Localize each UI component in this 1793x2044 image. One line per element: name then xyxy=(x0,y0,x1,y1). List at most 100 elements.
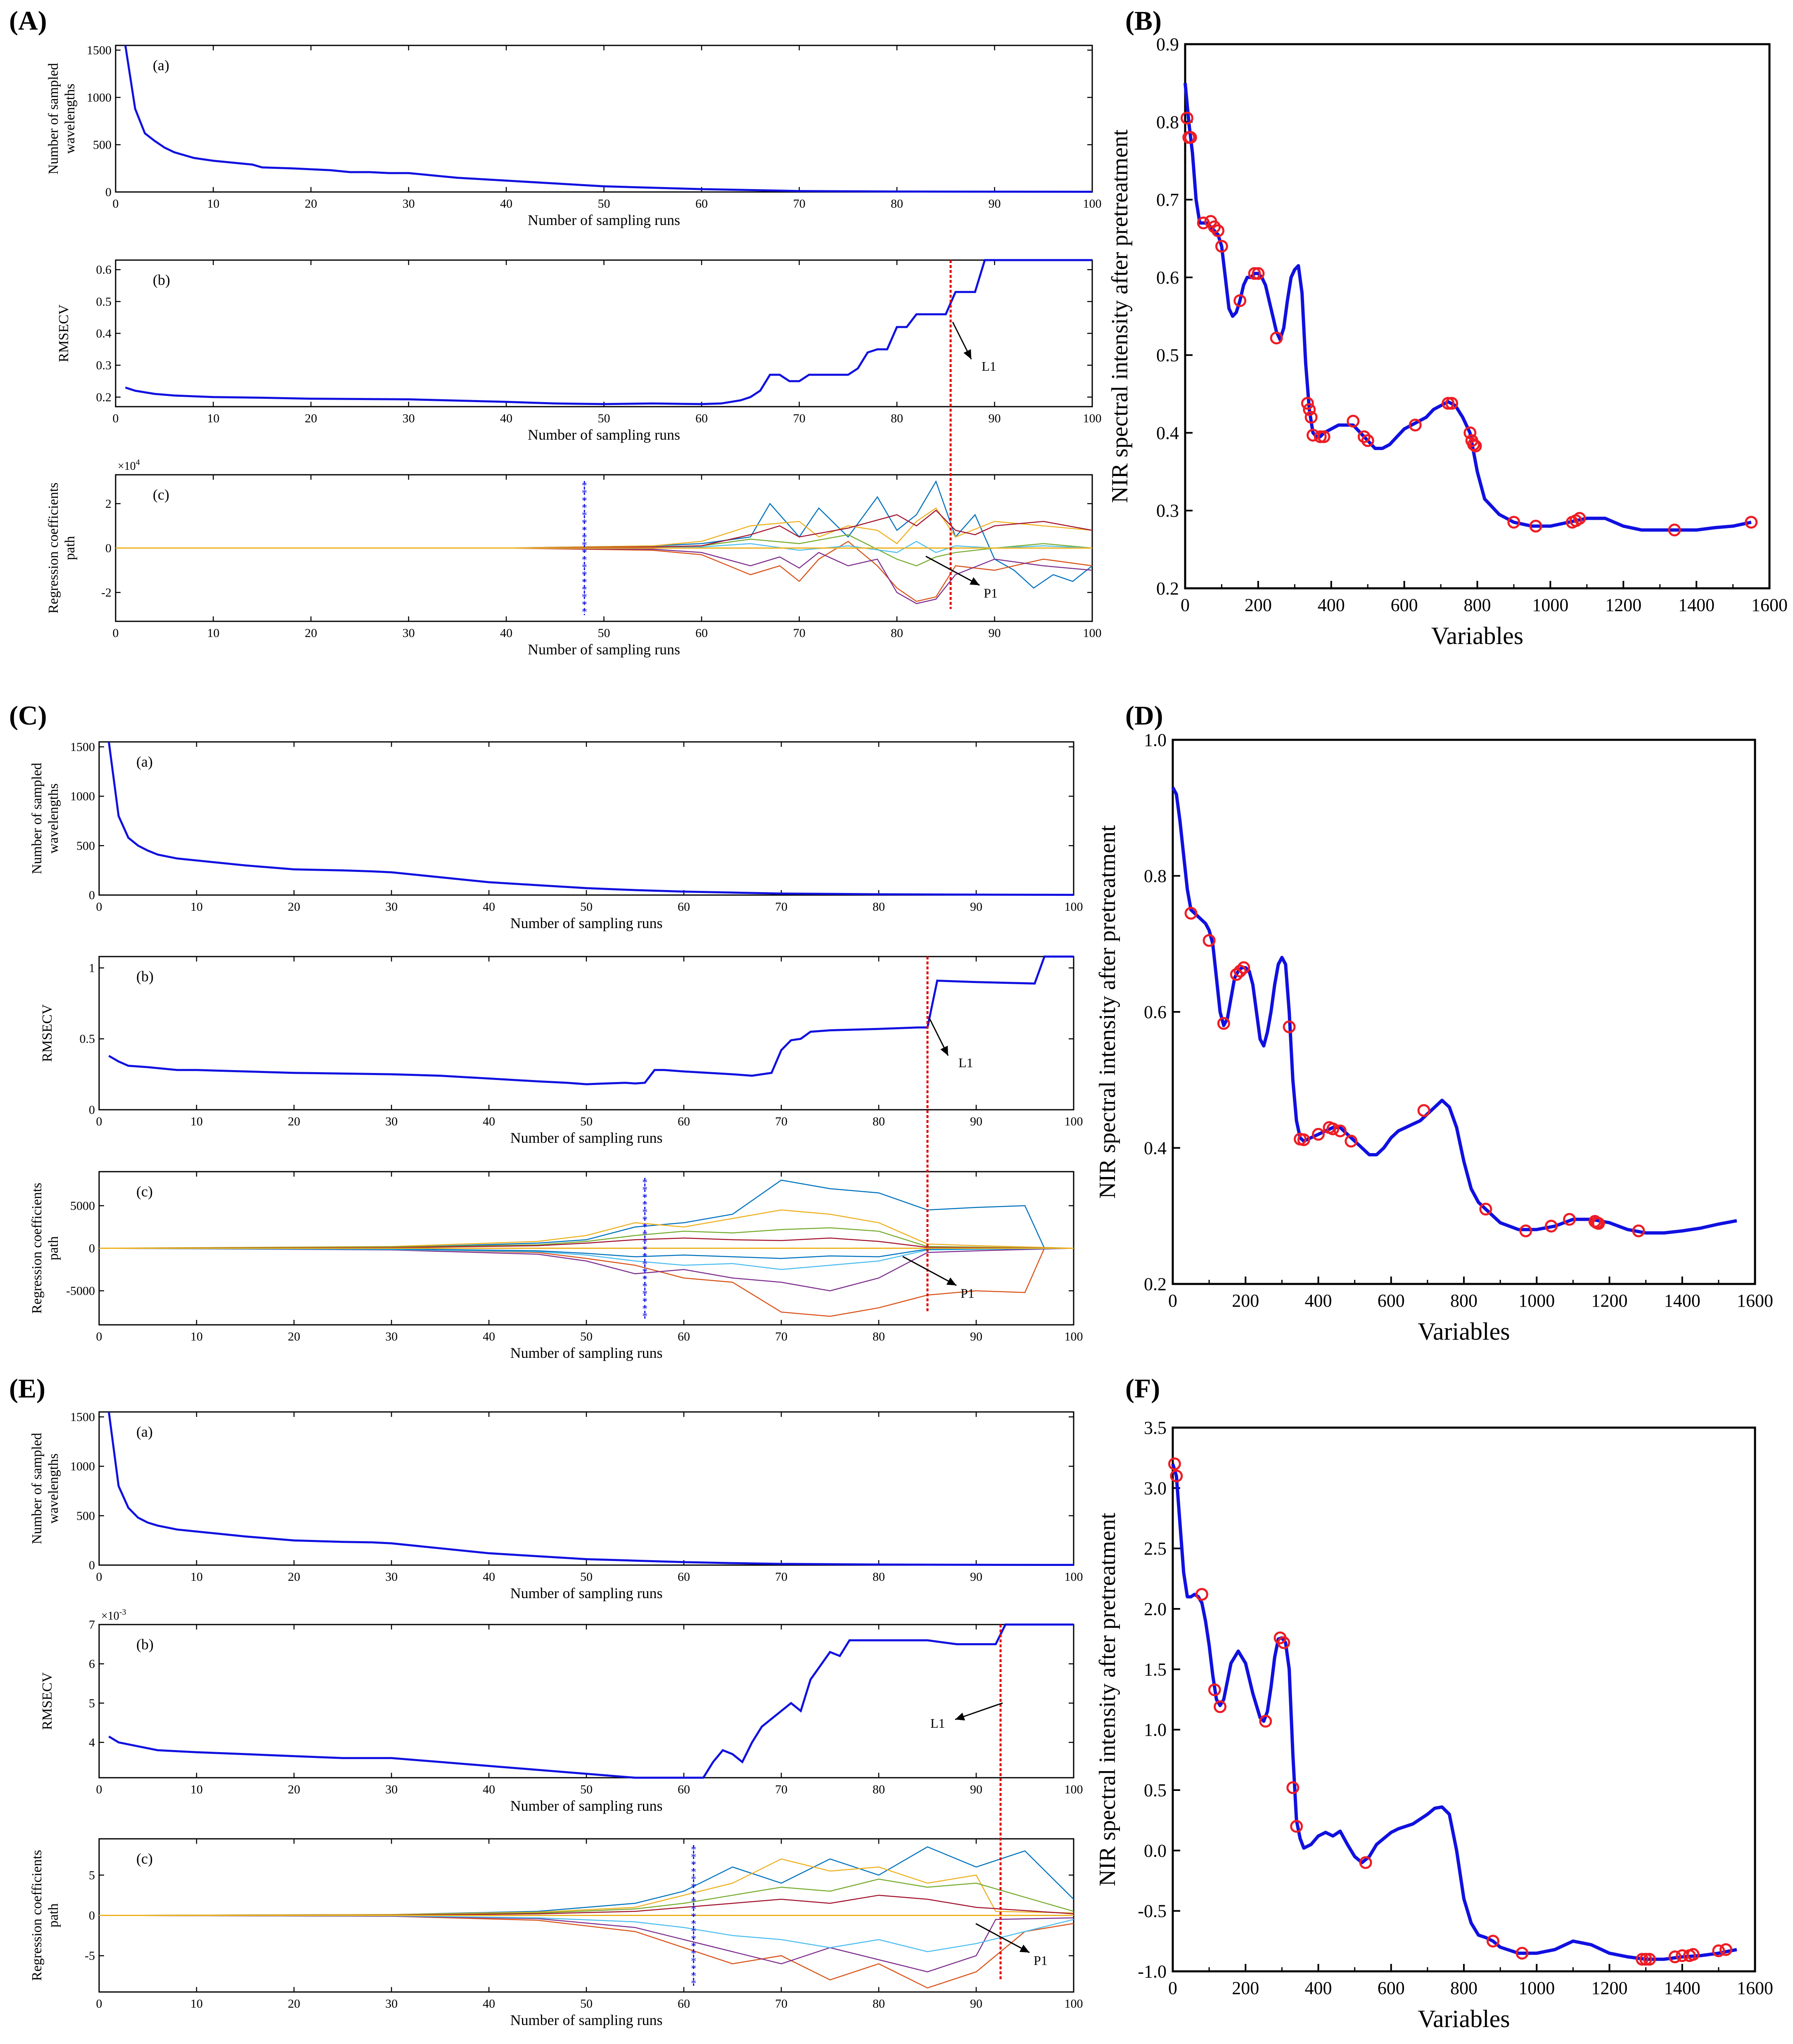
x-tick-label: 100 xyxy=(1065,1783,1083,1796)
y-axis-label: path xyxy=(46,1236,61,1260)
x-tick-label: 60 xyxy=(695,626,708,640)
selected-variable-marker xyxy=(1632,1224,1645,1237)
x-tick-label: 60 xyxy=(695,412,708,425)
x-tick-label: 70 xyxy=(775,1783,787,1796)
selected-variable-marker xyxy=(1639,1953,1653,1966)
coefficient-path xyxy=(99,1180,1074,1249)
star-marker: * xyxy=(582,480,587,492)
selected-variable-marker xyxy=(1214,1700,1227,1713)
x-axis-label: Number of sampling runs xyxy=(510,1130,663,1146)
star-marker: * xyxy=(691,1903,696,1915)
coefficient-path xyxy=(99,1248,1074,1291)
coefficient-path xyxy=(99,1248,1074,1259)
selected-variable-marker xyxy=(1361,434,1374,447)
selected-variable-marker xyxy=(1286,1781,1300,1794)
x-tick-label: 40 xyxy=(500,197,512,211)
selected-variable-marker xyxy=(1686,1948,1700,1961)
coefficient-path xyxy=(116,480,1093,589)
y-tick-label: 0.0 xyxy=(1144,1840,1167,1861)
x-tick-label: 30 xyxy=(385,1330,398,1343)
y-axis-label: path xyxy=(62,536,78,560)
x-tick-label: 400 xyxy=(1305,1291,1332,1311)
x-tick-label: 600 xyxy=(1378,1291,1405,1311)
subplot-C-0: 0 10 20 30 40 50 60 70 80 90 100050010001500Number… xyxy=(29,740,1083,931)
x-tick-label: 100 xyxy=(1065,900,1083,914)
x-tick-label: 0 xyxy=(1168,1291,1177,1311)
x-tick-label: 60 xyxy=(678,1570,690,1584)
selected-variable-marker xyxy=(1592,1217,1605,1230)
x-axis-label: Number of sampling runs xyxy=(510,1585,663,1601)
annotation-arrow-head xyxy=(969,577,980,585)
panel-label: (E) xyxy=(9,1374,45,1404)
coefficient-path xyxy=(99,1846,1074,1916)
x-tick-label: 20 xyxy=(288,1783,300,1796)
x-tick-label: 80 xyxy=(873,1115,885,1128)
y-tick-label: 0.5 xyxy=(80,1032,95,1046)
selected-variable-marker xyxy=(1417,1104,1430,1117)
x-axis-label: Number of sampling runs xyxy=(528,426,680,443)
star-marker: * xyxy=(582,502,587,514)
y-tick-label: 0.4 xyxy=(1144,1138,1167,1158)
series-line xyxy=(108,1412,1074,1566)
coefficient-path xyxy=(99,1248,1074,1317)
plot-frame xyxy=(1172,739,1756,1285)
x-tick-label: 90 xyxy=(989,626,1001,640)
selected-variable-marker xyxy=(1301,397,1314,410)
x-tick-label: 60 xyxy=(678,1997,690,2011)
y-tick-label: 2 xyxy=(105,497,111,511)
x-tick-label: 0 xyxy=(113,197,119,211)
y-tick-label: 0.7 xyxy=(1156,190,1179,210)
x-tick-label: 50 xyxy=(580,1115,593,1128)
x-tick-label: 70 xyxy=(775,900,787,914)
x-tick-label: 1600 xyxy=(1737,1291,1773,1311)
selected-variable-marker xyxy=(1573,512,1586,525)
star-marker: * xyxy=(582,539,587,551)
subplot-tag: (a) xyxy=(136,1423,153,1440)
annotation-label: P1 xyxy=(984,586,998,601)
series-line xyxy=(108,741,1074,896)
x-tick-label: 0 xyxy=(113,412,119,425)
subplot-tag: (c) xyxy=(153,486,169,503)
star-marker: * xyxy=(642,1191,647,1203)
x-tick-label: 0 xyxy=(96,1330,102,1343)
selected-variable-marker xyxy=(1317,430,1331,443)
x-tick-label: 600 xyxy=(1391,595,1418,615)
plot-frame xyxy=(115,259,1093,407)
star-marker: * xyxy=(582,509,587,521)
y-tick-label: 2.5 xyxy=(1144,1539,1167,1559)
star-marker: * xyxy=(582,606,587,618)
x-tick-label: 0 xyxy=(96,1570,102,1584)
y-tick-label: 0.9 xyxy=(1156,34,1179,54)
selected-variable-marker xyxy=(1212,224,1225,237)
selected-variable-marker xyxy=(1314,430,1327,443)
x-tick-label: 40 xyxy=(500,626,512,640)
y-tick-label: 1000 xyxy=(70,790,95,803)
y-tick-label: 0.6 xyxy=(1144,1002,1167,1022)
star-marker: * xyxy=(691,1918,696,1930)
x-tick-label: 1000 xyxy=(1518,1978,1555,1998)
y-tick-label: 0.2 xyxy=(1144,1274,1167,1294)
selected-variable-marker xyxy=(1233,294,1247,307)
y-tick-label: 0.8 xyxy=(1156,112,1179,132)
x-tick-label: 60 xyxy=(695,197,708,211)
subplot-tag: (b) xyxy=(136,1636,154,1653)
x-axis-label: Variables xyxy=(1418,1318,1510,1345)
x-tick-label: 10 xyxy=(190,1330,203,1343)
panel-label: (F) xyxy=(1125,1374,1160,1404)
y-tick-label: 0 xyxy=(89,1909,95,1923)
y-axis-label: NIR spectral intensity after pretreatmen… xyxy=(1095,825,1120,1198)
x-tick-label: 70 xyxy=(775,1997,787,2011)
x-tick-label: 80 xyxy=(891,197,903,211)
star-marker: * xyxy=(582,524,587,536)
star-marker: * xyxy=(642,1266,647,1278)
x-axis-label: Number of sampling runs xyxy=(510,915,663,931)
selected-variable-marker xyxy=(1170,1469,1183,1483)
y-tick-label: 0.2 xyxy=(96,391,112,404)
selected-variable-marker xyxy=(1357,430,1371,443)
x-tick-label: 0 xyxy=(96,1783,102,1796)
annotation-arrow-line xyxy=(975,1923,1030,1953)
star-marker: * xyxy=(691,1933,696,1945)
x-tick-label: 40 xyxy=(483,1570,495,1584)
selected-variable-marker xyxy=(1516,1947,1529,1960)
x-tick-label: 10 xyxy=(190,900,203,914)
